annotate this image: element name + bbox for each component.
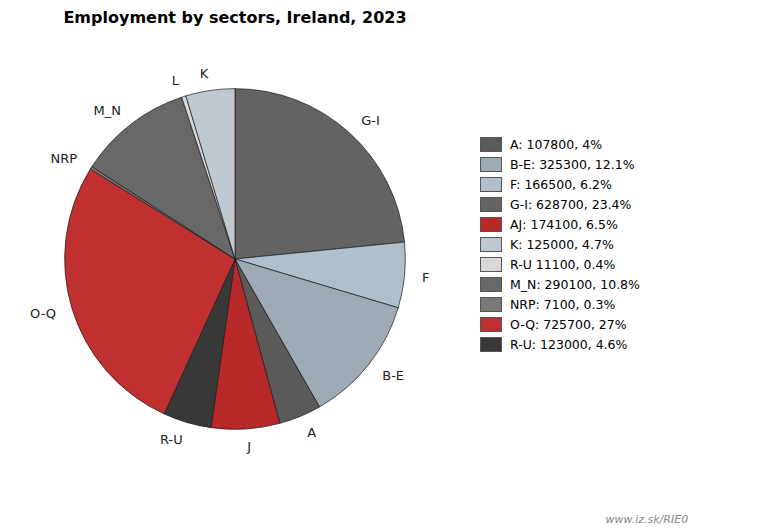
html-text:B-E: 325300, 12.1%: B-E: 325300, 12.1%: [510, 157, 635, 172]
html-text:AJ: 174100, 6.5%: AJ: 174100, 6.5%: [510, 217, 618, 232]
svg-text:G-I: G-I: [361, 113, 380, 128]
html-text:G-I: 628700, 23.4%: G-I: 628700, 23.4%: [510, 197, 632, 212]
svg-text:A: A: [307, 425, 316, 440]
svg-text:O-Q: O-Q: [30, 306, 56, 321]
html-text:www.iz.sk/RIE0: www.iz.sk/RIE0: [605, 513, 689, 526]
svg-text:J: J: [246, 439, 251, 454]
svg-text:F: F: [422, 270, 429, 285]
svg-text:L: L: [172, 73, 180, 88]
svg-text:B-E: B-E: [382, 368, 404, 383]
svg-text:K: K: [200, 66, 209, 81]
html-text:R-U: 123000, 4.6%: R-U: 123000, 4.6%: [510, 337, 628, 352]
html-text:A: 107800, 4%: A: 107800, 4%: [510, 137, 602, 152]
html-text:K: 125000, 4.7%: K: 125000, 4.7%: [510, 237, 614, 252]
html-text:R-U 11100, 0.4%: R-U 11100, 0.4%: [510, 257, 616, 272]
svg-text:M_N: M_N: [93, 103, 120, 118]
html-text:F: 166500, 6.2%: F: 166500, 6.2%: [510, 177, 612, 192]
svg-text:R-U: R-U: [160, 432, 183, 447]
svg-text:NRP: NRP: [51, 151, 78, 166]
html-text:NRP: 7100, 0.3%: NRP: 7100, 0.3%: [510, 297, 616, 312]
html-text:Employment by sectors, Ireland: Employment by sectors, Ireland, 2023: [63, 8, 407, 27]
html-text:M_N: 290100, 10.8%: M_N: 290100, 10.8%: [510, 277, 640, 292]
html-text:O-Q: 725700, 27%: O-Q: 725700, 27%: [510, 317, 627, 332]
